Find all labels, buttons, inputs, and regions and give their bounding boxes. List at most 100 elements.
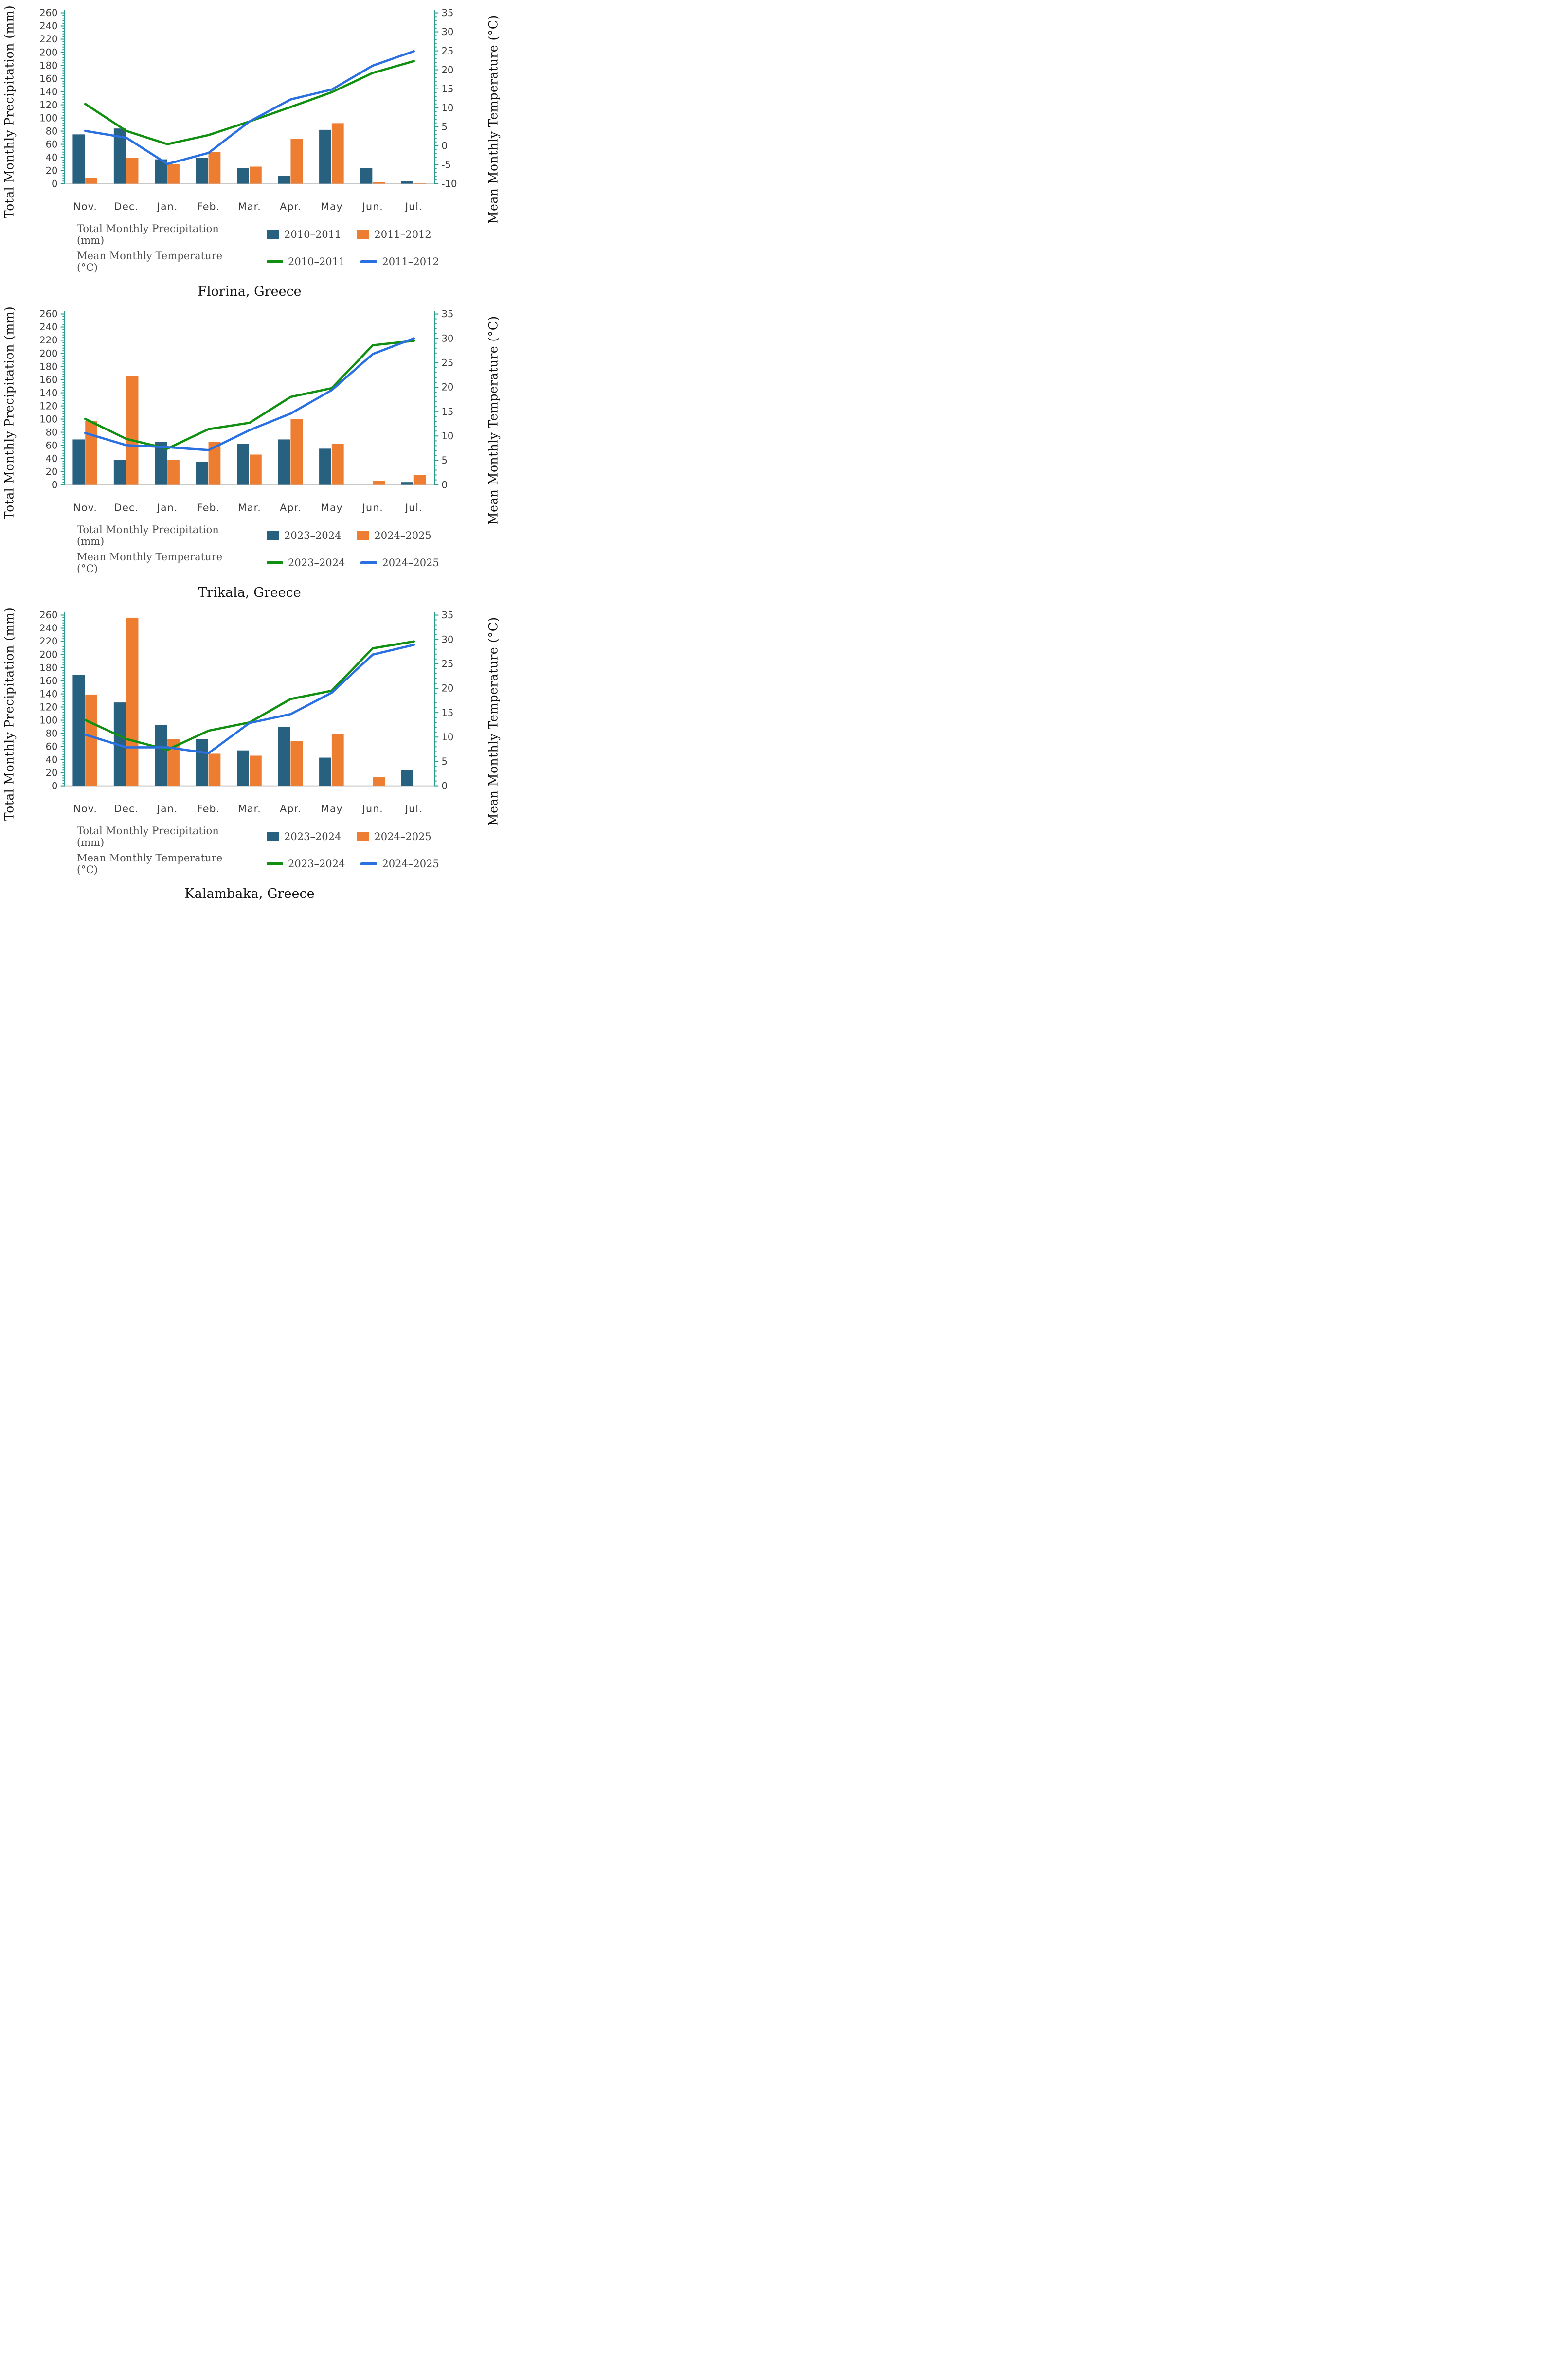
temp-series1-swatch [267, 260, 283, 264]
bar [72, 134, 85, 184]
kalambaka-combo-chart: 0 20 40 60 80 100 120 140 160 180 200 220 240 260 0 5 10… [39, 609, 453, 814]
right-tick-labels: 0 5 10 15 20 25 30 35 [441, 308, 453, 490]
temp-series2-name: 2011–2012 [382, 256, 439, 268]
precip-legend-row: Total Monthly Precipitation (mm) 2023–20… [77, 825, 481, 848]
left-tick-label: 40 [46, 152, 58, 163]
month-label: Feb. [197, 803, 220, 814]
left-tick-label: 120 [39, 400, 57, 412]
temp-series2-swatch [360, 561, 378, 565]
right-tick-label: 15 [441, 83, 453, 94]
month-label: Jan. [156, 200, 178, 212]
left-axis-title: Total Monthly Precipitation (mm) [2, 607, 17, 821]
left-tick-labels: 0 20 40 60 80 100 120 140 160 180 200 220 240 260 [39, 609, 57, 791]
bar [85, 421, 98, 485]
bar [319, 757, 331, 786]
bar [360, 168, 373, 184]
right-tick-labels: 0 5 10 15 20 25 30 35 [441, 609, 453, 791]
bar [331, 734, 344, 786]
left-tick-label: 220 [39, 34, 57, 45]
month-label: May [321, 803, 343, 814]
month-label: Nov. [73, 200, 97, 212]
month-label: Dec. [114, 200, 139, 212]
month-label: Mar. [238, 200, 261, 212]
right-axis-title: Mean Monthly Temperature (°C) [486, 617, 501, 826]
precip-series1-swatch [267, 832, 279, 841]
bar [167, 460, 180, 485]
right-tick-label: 25 [441, 659, 453, 670]
left-tick-label: 140 [39, 688, 57, 699]
temp-line-2024–2025 [84, 644, 415, 754]
right-tick-labels: -10 -5 0 5 10 15 20 25 30 35 [441, 7, 457, 189]
left-axis [60, 10, 66, 184]
precip-legend-row: Total Monthly Precipitation (mm) 2010–20… [77, 223, 481, 246]
left-tick-label: 240 [39, 20, 57, 32]
precip-series2-name: 2024–2025 [374, 530, 431, 542]
right-tick-label: 25 [441, 45, 453, 56]
left-tick-label: 100 [39, 112, 57, 124]
temp-series2-swatch [360, 260, 378, 264]
temp-line-2023–2024 [84, 340, 415, 450]
month-label: Feb. [197, 200, 220, 212]
bar [319, 129, 331, 184]
month-label: Jun. [361, 200, 383, 212]
bar [167, 164, 180, 184]
bar [278, 176, 290, 184]
chart-title-trikala: Trikala, Greece [198, 585, 301, 601]
temp-legend-row: Mean Monthly Temperature (°C) 2023–2024 … [77, 852, 481, 876]
month-labels: Nov. Dec. Jan. Feb. Mar. Apr. May Jun. Jul. [73, 803, 423, 814]
bar [208, 152, 221, 184]
left-tick-label: 220 [39, 335, 57, 346]
month-label: Jan. [156, 501, 178, 513]
precip-series1-name: 2010–2011 [284, 229, 342, 241]
month-label: May [321, 501, 343, 513]
chart-title-kalambaka: Kalambaka, Greece [184, 886, 315, 902]
bar [373, 481, 385, 485]
right-tick-label: 5 [441, 121, 447, 132]
left-tick-label: 60 [46, 139, 58, 150]
right-axis [433, 311, 439, 485]
precip-bars-2023–2024 [72, 439, 413, 485]
month-label: Jul. [404, 501, 423, 513]
bar [401, 482, 413, 485]
precip-legend-label: Total Monthly Precipitation (mm) [77, 223, 219, 247]
chart-panel-kalambaka: Total Monthly Precipitation (mm) 0 20 40 60… [0, 607, 506, 906]
month-label: Jul. [404, 803, 423, 814]
figure-page: Total Monthly Precipitation (mm) 0 20 40 60… [0, 0, 506, 916]
bar [237, 750, 249, 786]
temp-line-2011–2012 [84, 50, 415, 165]
bar [237, 168, 249, 184]
precip-legend-row: Total Monthly Precipitation (mm) 2023–20… [77, 524, 481, 547]
temp-series2-swatch [360, 862, 378, 866]
precip-series1-name: 2023–2024 [284, 831, 342, 843]
left-tick-label: 180 [39, 662, 57, 673]
month-label: Mar. [238, 501, 261, 513]
month-label: Jul. [404, 200, 423, 212]
right-axis [433, 10, 439, 184]
right-tick-label: -5 [441, 159, 451, 170]
precip-bars-2023–2024 [72, 675, 413, 786]
temp-series1-swatch [267, 862, 283, 866]
temp-line-2024–2025 [84, 337, 415, 451]
bar [290, 419, 303, 485]
left-axis [60, 612, 66, 787]
right-tick-label: 5 [441, 455, 447, 466]
florina-combo-chart: 020406080100120140160180200220240260-10-… [39, 7, 457, 212]
left-tick-label: 260 [39, 7, 57, 18]
bar [72, 675, 85, 786]
temp-legend-row: Mean Monthly Temperature (°C) 2023–2024 … [77, 551, 481, 574]
precip-series2-swatch [357, 230, 370, 239]
left-tick-label: 100 [39, 413, 57, 425]
right-tick-label: 30 [441, 634, 453, 645]
month-label: Nov. [73, 803, 97, 814]
bar [250, 454, 262, 485]
left-tick-label: 80 [46, 427, 58, 438]
month-labels: Nov. Dec. Jan. Feb. Mar. Apr. May Jun. Jul. [73, 200, 423, 212]
bar [373, 777, 385, 786]
bar [113, 460, 126, 485]
bar [85, 694, 98, 786]
left-tick-label: 60 [46, 741, 58, 752]
month-label: Jan. [156, 803, 178, 814]
month-label: Dec. [114, 803, 139, 814]
bar [126, 617, 139, 786]
